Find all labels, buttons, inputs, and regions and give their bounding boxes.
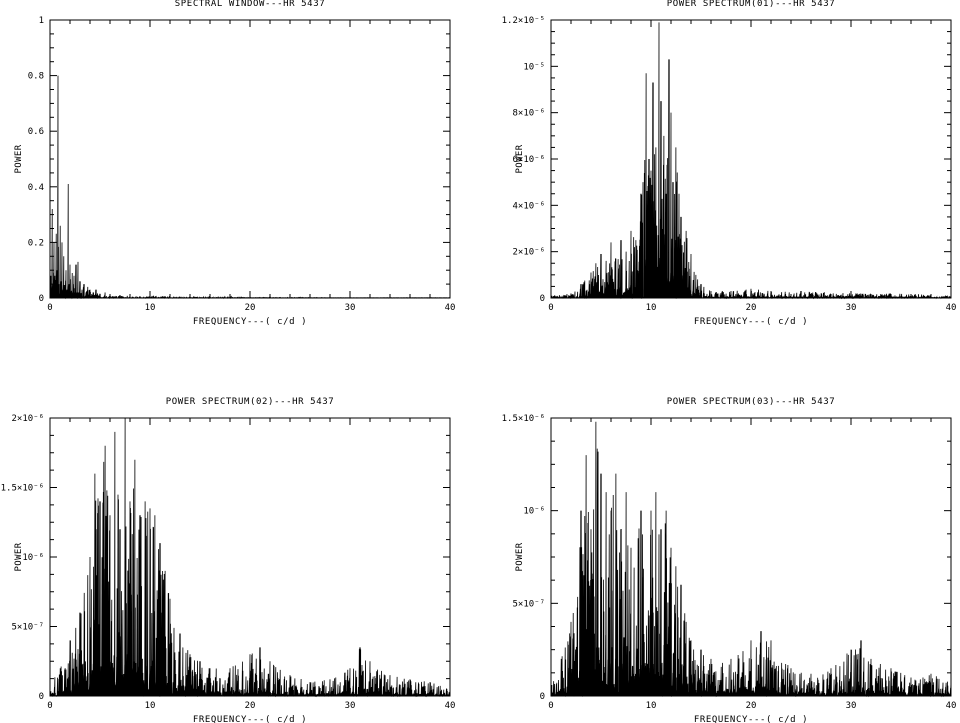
- chart-panel-2: POWER SPECTRUM(01)---HR 5437 FREQUENCY---…: [502, 0, 957, 327]
- x-tick-label: 30: [345, 303, 356, 313]
- y-tick-label: 1: [39, 16, 44, 26]
- x-tick-label: 40: [445, 701, 456, 711]
- x-tick-label: 20: [746, 303, 757, 313]
- chart-panel-4: POWER SPECTRUM(03)---HR 5437 FREQUENCY---…: [502, 397, 957, 723]
- y-tick-label: 8×10⁻⁶: [512, 109, 545, 119]
- x-tick-label: 20: [245, 701, 256, 711]
- x-tick-label: 20: [245, 303, 256, 313]
- x-tick-label: 30: [345, 701, 356, 711]
- y-tick-label: 10⁻⁵: [523, 62, 545, 72]
- y-tick-label: 0.4: [28, 183, 44, 193]
- x-axis-label: FREQUENCY---( c/d ): [694, 715, 808, 723]
- y-tick-label: 0: [39, 294, 44, 304]
- x-tick-label: 0: [548, 303, 553, 313]
- x-tick-label: 0: [548, 701, 553, 711]
- y-tick-label: 0: [540, 692, 545, 702]
- chart-title: SPECTRAL WINDOW---HR 5437: [175, 0, 325, 9]
- x-tick-label: 10: [646, 303, 657, 313]
- series-trace-1: [550, 421, 952, 698]
- y-tick-label: 1.5×10⁻⁶: [502, 414, 545, 424]
- y-tick-label: 0.2: [28, 238, 44, 248]
- chart-title: POWER SPECTRUM(02)---HR 5437: [166, 397, 335, 407]
- y-axis-label: POWER: [14, 542, 24, 571]
- y-axis-label: POWER: [515, 542, 525, 571]
- chart-title: POWER SPECTRUM(01)---HR 5437: [667, 0, 836, 9]
- y-tick-label: 10⁻⁶: [22, 553, 44, 563]
- x-tick-label: 0: [47, 701, 52, 711]
- plot-frame: [49, 19, 451, 299]
- y-tick-label: 10⁻⁶: [523, 507, 545, 517]
- chart-title: POWER SPECTRUM(03)---HR 5437: [667, 397, 836, 407]
- chart-panel-1: SPECTRAL WINDOW---HR 5437 FREQUENCY---( c…: [14, 0, 455, 327]
- x-tick-label: 10: [145, 303, 156, 313]
- x-axis-label: FREQUENCY---( c/d ): [193, 715, 307, 723]
- x-tick-label: 0: [47, 303, 52, 313]
- y-tick-label: 0: [39, 692, 44, 702]
- x-axis-label: FREQUENCY---( c/d ): [193, 317, 307, 327]
- y-tick-label: 2×10⁻⁶: [11, 414, 44, 424]
- y-tick-label: 1.5×10⁻⁶: [1, 484, 44, 494]
- x-tick-label: 40: [946, 701, 957, 711]
- x-tick-label: 20: [746, 701, 757, 711]
- y-tick-label: 1.2×10⁻⁵: [502, 16, 545, 26]
- y-tick-label: 6×10⁻⁶: [512, 155, 545, 165]
- series-trace-1: [550, 22, 952, 300]
- x-tick-label: 10: [646, 701, 657, 711]
- x-tick-label: 10: [145, 701, 156, 711]
- y-axis-label: POWER: [515, 144, 525, 173]
- y-tick-label: 0.6: [28, 127, 44, 137]
- series-trace-1: [49, 75, 451, 300]
- x-tick-label: 40: [445, 303, 456, 313]
- y-tick-label: 4×10⁻⁶: [512, 201, 545, 211]
- y-tick-label: 0.8: [28, 72, 44, 82]
- chart-panel-3: POWER SPECTRUM(02)---HR 5437 FREQUENCY---…: [1, 397, 456, 723]
- y-axis-label: POWER: [14, 144, 24, 173]
- y-tick-label: 0: [540, 294, 545, 304]
- x-tick-label: 40: [946, 303, 957, 313]
- x-tick-label: 30: [846, 701, 857, 711]
- series-trace-1: [49, 417, 451, 698]
- y-tick-label: 2×10⁻⁶: [512, 248, 545, 258]
- y-tick-label: 5×10⁻⁷: [11, 623, 44, 633]
- y-tick-label: 5×10⁻⁷: [512, 599, 545, 609]
- x-tick-label: 30: [846, 303, 857, 313]
- x-axis-label: FREQUENCY---( c/d ): [694, 317, 808, 327]
